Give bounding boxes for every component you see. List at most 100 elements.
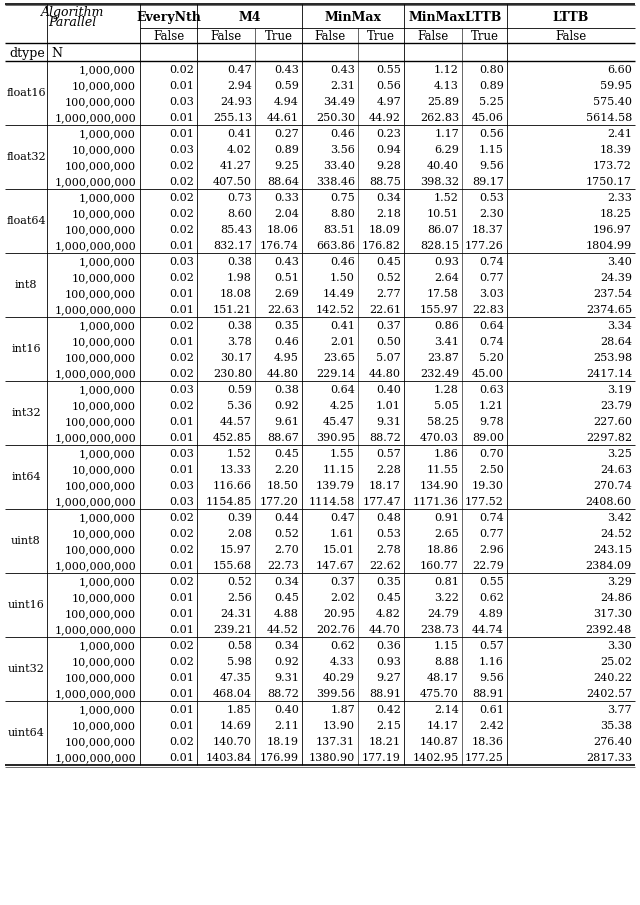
- Text: 1.52: 1.52: [227, 449, 252, 459]
- Text: 1,000,000: 1,000,000: [79, 705, 136, 715]
- Text: 0.01: 0.01: [169, 705, 194, 715]
- Text: 0.02: 0.02: [169, 369, 194, 379]
- Text: 24.93: 24.93: [220, 97, 252, 108]
- Text: 0.52: 0.52: [227, 577, 252, 587]
- Text: 160.77: 160.77: [420, 561, 459, 571]
- Text: 0.77: 0.77: [479, 273, 504, 283]
- Text: 1,000,000,000: 1,000,000,000: [54, 113, 136, 123]
- Text: 0.01: 0.01: [169, 433, 194, 443]
- Text: 270.74: 270.74: [593, 481, 632, 491]
- Text: 0.02: 0.02: [169, 209, 194, 219]
- Text: 3.41: 3.41: [434, 338, 459, 348]
- Text: 116.66: 116.66: [213, 481, 252, 491]
- Text: 14.69: 14.69: [220, 721, 252, 731]
- Text: 3.56: 3.56: [330, 146, 355, 156]
- Text: 1.17: 1.17: [435, 129, 459, 139]
- Text: 44.80: 44.80: [267, 369, 299, 379]
- Text: 14.17: 14.17: [427, 721, 459, 731]
- Text: 24.63: 24.63: [600, 465, 632, 475]
- Text: 10,000,000: 10,000,000: [72, 529, 136, 539]
- Text: 2.30: 2.30: [479, 209, 504, 219]
- Text: 2.02: 2.02: [330, 594, 355, 604]
- Text: 177.25: 177.25: [465, 753, 504, 763]
- Text: 40.29: 40.29: [323, 673, 355, 683]
- Text: False: False: [556, 31, 587, 43]
- Text: 0.03: 0.03: [169, 497, 194, 508]
- Text: 8.80: 8.80: [330, 209, 355, 219]
- Text: 0.43: 0.43: [330, 65, 355, 75]
- Text: 10,000,000: 10,000,000: [72, 401, 136, 411]
- Text: 227.60: 227.60: [593, 417, 632, 427]
- Text: 1,000,000: 1,000,000: [79, 65, 136, 75]
- Text: 9.28: 9.28: [376, 161, 401, 171]
- Text: 25.89: 25.89: [427, 97, 459, 108]
- Text: 2.64: 2.64: [434, 273, 459, 283]
- Text: 0.52: 0.52: [376, 273, 401, 283]
- Text: 100,000,000: 100,000,000: [65, 97, 136, 108]
- Text: 0.35: 0.35: [274, 321, 299, 331]
- Text: 44.57: 44.57: [220, 417, 252, 427]
- Text: 0.45: 0.45: [376, 594, 401, 604]
- Text: 0.42: 0.42: [376, 705, 401, 715]
- Text: 83.51: 83.51: [323, 225, 355, 235]
- Text: 100,000,000: 100,000,000: [65, 161, 136, 171]
- Text: True: True: [264, 31, 292, 43]
- Text: 142.52: 142.52: [316, 305, 355, 315]
- Text: 140.70: 140.70: [213, 738, 252, 748]
- Text: 44.92: 44.92: [369, 113, 401, 123]
- Text: 0.03: 0.03: [169, 97, 194, 108]
- Text: False: False: [314, 31, 346, 43]
- Text: 1.16: 1.16: [479, 657, 504, 667]
- Text: 18.06: 18.06: [267, 225, 299, 235]
- Text: 48.17: 48.17: [427, 673, 459, 683]
- Text: 1,000,000,000: 1,000,000,000: [54, 625, 136, 635]
- Text: 44.70: 44.70: [369, 625, 401, 635]
- Text: 0.02: 0.02: [169, 529, 194, 539]
- Text: 4.95: 4.95: [274, 353, 299, 363]
- Text: 0.01: 0.01: [169, 561, 194, 571]
- Text: 0.27: 0.27: [275, 129, 299, 139]
- Text: 0.74: 0.74: [479, 338, 504, 348]
- Text: 0.46: 0.46: [330, 129, 355, 139]
- Text: 1,000,000: 1,000,000: [79, 321, 136, 331]
- Text: 0.03: 0.03: [169, 449, 194, 459]
- Text: 1,000,000: 1,000,000: [79, 449, 136, 459]
- Text: 44.74: 44.74: [472, 625, 504, 635]
- Text: 100,000,000: 100,000,000: [65, 417, 136, 427]
- Text: 24.52: 24.52: [600, 529, 632, 539]
- Text: 3.78: 3.78: [227, 338, 252, 348]
- Text: 0.40: 0.40: [376, 386, 401, 395]
- Text: 10,000,000: 10,000,000: [72, 146, 136, 156]
- Text: 1.01: 1.01: [376, 401, 401, 411]
- Text: uint16: uint16: [8, 600, 44, 610]
- Text: 0.02: 0.02: [169, 401, 194, 411]
- Text: 88.75: 88.75: [369, 177, 401, 187]
- Text: 45.00: 45.00: [472, 369, 504, 379]
- Text: 19.30: 19.30: [472, 481, 504, 491]
- Text: 23.87: 23.87: [427, 353, 459, 363]
- Text: 0.59: 0.59: [274, 81, 299, 91]
- Text: 0.86: 0.86: [434, 321, 459, 331]
- Text: 202.76: 202.76: [316, 625, 355, 635]
- Text: 1,000,000: 1,000,000: [79, 386, 136, 395]
- Text: 2.42: 2.42: [479, 721, 504, 731]
- Text: 1.12: 1.12: [434, 65, 459, 75]
- Text: 3.03: 3.03: [479, 290, 504, 300]
- Text: 177.52: 177.52: [465, 497, 504, 508]
- Text: 44.52: 44.52: [267, 625, 299, 635]
- Text: 237.54: 237.54: [593, 290, 632, 300]
- Text: 1,000,000: 1,000,000: [79, 257, 136, 267]
- Text: 2.65: 2.65: [434, 529, 459, 539]
- Text: 0.02: 0.02: [169, 577, 194, 587]
- Text: 0.93: 0.93: [376, 657, 401, 667]
- Text: 0.01: 0.01: [169, 609, 194, 619]
- Text: 0.57: 0.57: [479, 642, 504, 652]
- Text: 13.90: 13.90: [323, 721, 355, 731]
- Text: 100,000,000: 100,000,000: [65, 290, 136, 300]
- Text: 6.29: 6.29: [434, 146, 459, 156]
- Text: 28.64: 28.64: [600, 338, 632, 348]
- Text: 4.33: 4.33: [330, 657, 355, 667]
- Text: 24.39: 24.39: [600, 273, 632, 283]
- Text: 3.34: 3.34: [607, 321, 632, 331]
- Text: 2.50: 2.50: [479, 465, 504, 475]
